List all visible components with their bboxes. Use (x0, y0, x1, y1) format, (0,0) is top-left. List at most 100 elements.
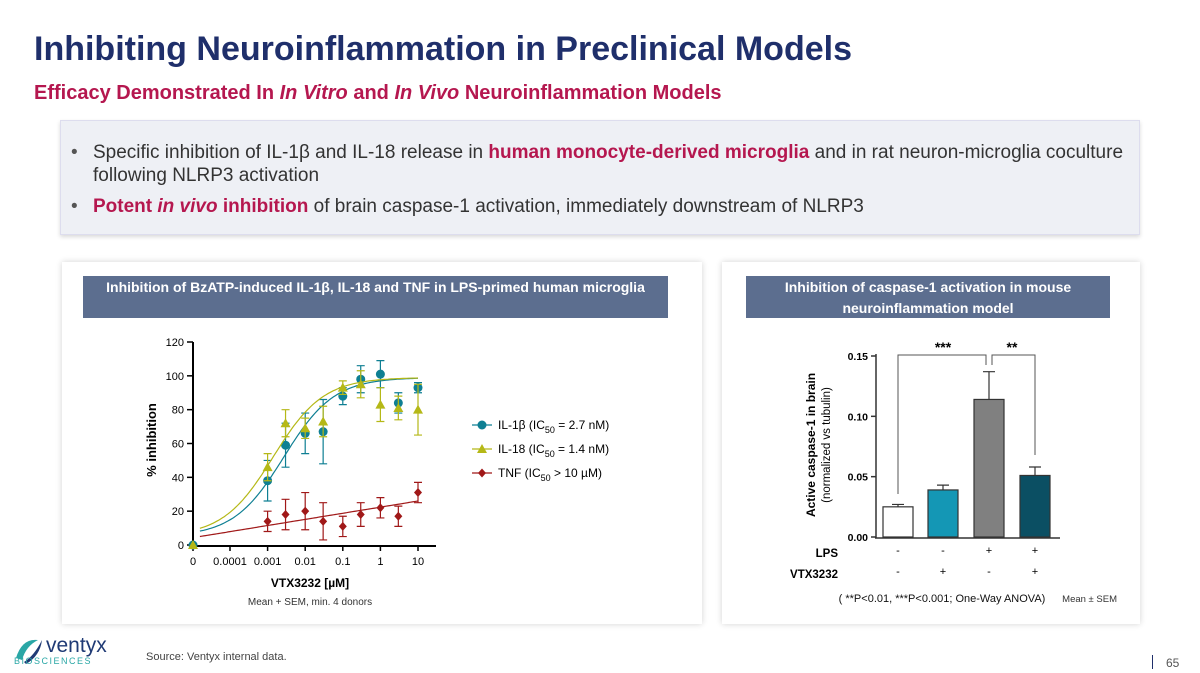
data-point (280, 418, 291, 428)
x-tick-label: 0.0001 (213, 556, 247, 568)
subtitle-text: and (347, 82, 395, 104)
subtitle-text: Neuroinflammation Models (459, 82, 722, 104)
x-tick-label: 10 (412, 556, 424, 568)
ventyx-logo: ventyx BIOSCIENCES (12, 632, 124, 668)
y-tick-label: 0.05 (848, 472, 869, 484)
data-point (394, 511, 403, 521)
fit-curve-0 (199, 377, 418, 532)
data-point (281, 510, 290, 520)
legend-label: TNF (IC50 > 10 µM) (498, 466, 602, 483)
legend-label: IL-1β (IC50 = 2.7 nM) (498, 418, 609, 435)
row-value: + (1032, 566, 1038, 578)
data-point (356, 510, 365, 520)
bullet-2: Potent in vivo inhibition of brain caspa… (71, 195, 1131, 218)
source-footnote: Source: Ventyx internal data. (146, 651, 287, 663)
data-point (375, 399, 386, 409)
left-chart-panel: Inhibition of BzATP-induced IL-1β, IL-18… (62, 262, 702, 624)
dose-response-chart: 0 20 40 60 80 100 120 0 0.0001 0.001 0.01 0.1 1 10 VTX… (144, 337, 609, 590)
data-point (375, 369, 385, 379)
y-tick-label: 100 (166, 371, 184, 383)
significance-label: *** (935, 339, 952, 355)
bar (1019, 474, 1051, 538)
row-value: - (987, 566, 991, 578)
legend-label: IL-18 (IC50 = 1.4 nM) (498, 442, 609, 459)
y-tick-label: 0.00 (848, 532, 869, 544)
legend-marker (477, 444, 487, 453)
logo-mark-icon: ventyx BIOSCIENCES (14, 634, 107, 666)
y-tick-label: 0 (178, 540, 184, 552)
page-title: Inhibiting Neuroinflammation in Preclini… (34, 30, 852, 68)
left-panel-header: Inhibition of BzATP-induced IL-1β, IL-18… (83, 276, 668, 318)
x-axis-title: VTX3232 [µM] (271, 576, 349, 590)
bullet-text: and in rat neuron-microglia coculture fo… (93, 142, 1124, 186)
row-value: - (896, 545, 900, 557)
stats-note: ( **P<0.01, ***P<0.001; One-Way ANOVA) (839, 593, 1046, 605)
bullet-1: Specific inhibition of IL-1β and IL-18 r… (71, 141, 1131, 187)
legend-marker (478, 468, 486, 478)
x-tick-label: 0 (190, 556, 196, 568)
data-point (318, 416, 329, 426)
data-point (376, 503, 385, 513)
right-chart-panel: Inhibition of caspase-1 activation in mo… (722, 262, 1140, 624)
key-points-box: Specific inhibition of IL-1β and IL-18 r… (60, 120, 1140, 235)
svg-text:BIOSCIENCES: BIOSCIENCES (14, 656, 92, 666)
row-value: + (986, 545, 992, 557)
data-point (337, 382, 348, 392)
y-tick-label: 120 (166, 337, 184, 349)
page-subtitle: Efficacy Demonstrated In In Vitro and In… (34, 82, 722, 105)
subtitle-text: In Vitro (279, 82, 348, 104)
subtitle-text: Efficacy Demonstrated In (34, 82, 280, 104)
data-point (414, 488, 422, 498)
data-point (413, 404, 423, 414)
data-point (281, 440, 291, 450)
error-bar (937, 484, 949, 490)
right-chart-note: Mean ± SEM (1062, 594, 1117, 605)
data-point (355, 379, 366, 389)
bullet-highlight: human monocyte-derived microglia (488, 142, 810, 163)
y-axis-title: % inhibition (144, 403, 159, 477)
row-value: + (1032, 545, 1038, 557)
left-chart-note: Mean + SEM, min. 4 donors (248, 597, 372, 608)
legend-marker (477, 420, 487, 430)
x-tick-label: 1 (377, 556, 383, 568)
bullet-highlight: in vivo (157, 196, 218, 217)
significance-bracket (897, 354, 987, 494)
x-tick-label: 0.001 (254, 556, 282, 568)
error-bar (983, 371, 995, 400)
significance-bracket (991, 354, 1036, 455)
y-tick-label: 0.10 (848, 411, 869, 423)
y-axis-subtitle: (normalized vs tubulin) (821, 387, 833, 503)
data-point (319, 516, 328, 526)
y-tick-label: 20 (172, 506, 184, 518)
page-number: 65 (1166, 656, 1180, 670)
data-point (338, 521, 347, 531)
row-label: VTX3232 (790, 569, 838, 581)
fit-curve-1 (199, 377, 419, 529)
row-value: + (940, 566, 946, 578)
data-point (263, 516, 272, 526)
right-panel-header: Inhibition of caspase-1 activation in mo… (746, 276, 1110, 318)
bar (973, 398, 1005, 538)
y-axis-title: Active caspase-1 in brain (804, 373, 818, 517)
x-tick-label: 0.01 (294, 556, 315, 568)
divider (1152, 655, 1153, 669)
data-point (262, 462, 273, 472)
row-label: LPS (816, 548, 839, 560)
bullet-text: Specific inhibition of IL-1β and IL-18 r… (93, 142, 489, 163)
x-tick-label: 0.1 (335, 556, 350, 568)
error-bar (1029, 466, 1041, 476)
bullet-highlight: Potent (93, 196, 158, 217)
caspase-bar-chart: 0.00 0.05 0.10 0.15 Active caspase-1 in brai… (790, 339, 1060, 581)
bar (882, 506, 914, 538)
significance-label: ** (1007, 339, 1018, 355)
y-tick-label: 60 (172, 439, 184, 451)
row-value: - (896, 566, 900, 578)
svg-text:ventyx: ventyx (46, 634, 107, 657)
subtitle-text: In Vivo (394, 82, 460, 104)
data-point (300, 423, 311, 433)
data-point (301, 506, 310, 516)
y-tick-label: 80 (172, 405, 184, 417)
data-point (188, 540, 198, 549)
bullet-text: of brain caspase-1 activation, immediate… (308, 196, 864, 217)
